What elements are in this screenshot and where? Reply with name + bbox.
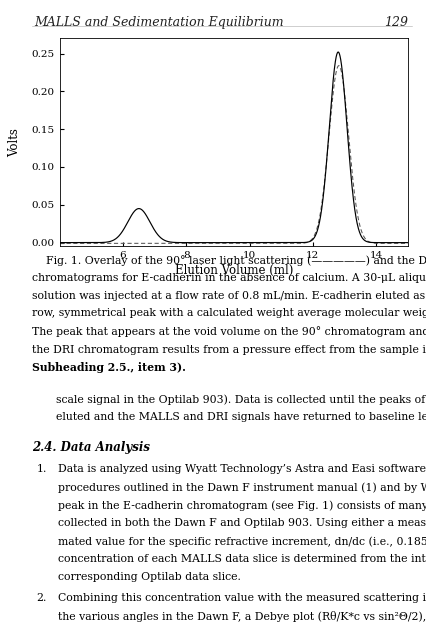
- Text: mated value for the specific refractive increment, dn/dc (i.e., 0.185 for BSA), : mated value for the specific refractive …: [58, 536, 426, 547]
- Text: Combining this concentration value with the measured scattering intensities at: Combining this concentration value with …: [58, 593, 426, 604]
- Text: 2.: 2.: [36, 593, 46, 604]
- Text: procedures outlined in the Dawn F instrument manual (1) and by Wyatt (3). The: procedures outlined in the Dawn F instru…: [58, 483, 426, 493]
- Text: peak in the E-cadherin chromatogram (see Fig. 1) consists of many data slices: peak in the E-cadherin chromatogram (see…: [58, 500, 426, 511]
- Text: 2.4. Data Analysis: 2.4. Data Analysis: [32, 441, 150, 454]
- Text: solution was injected at a flow rate of 0.8 mL/min. E-cadherin eluted as a singl: solution was injected at a flow rate of …: [32, 291, 426, 301]
- Text: Data is analyzed using Wyatt Technology’s Astra and Easi software following: Data is analyzed using Wyatt Technology’…: [58, 465, 426, 474]
- X-axis label: Elution Volume (ml): Elution Volume (ml): [174, 264, 292, 277]
- Text: scale signal in the Optilab 903). Data is collected until the peaks of interest : scale signal in the Optilab 903). Data i…: [55, 394, 426, 405]
- Text: Subheading 2.5., item 3).: Subheading 2.5., item 3).: [32, 362, 185, 373]
- Text: the various angles in the Dawn F, a Debye plot (Rθ/K*c vs sin²Θ/2), where K* is: the various angles in the Dawn F, a Deby…: [58, 611, 426, 622]
- Text: row, symmetrical peak with a calculated weight average molecular weight of 24,37: row, symmetrical peak with a calculated …: [32, 308, 426, 319]
- Text: concentration of each MALLS data slice is determined from the intensity of the: concentration of each MALLS data slice i…: [58, 554, 426, 564]
- Text: 1.: 1.: [36, 465, 46, 474]
- Text: MALLS and Sedimentation Equilibrium: MALLS and Sedimentation Equilibrium: [34, 16, 283, 29]
- Text: corresponding Optilab data slice.: corresponding Optilab data slice.: [58, 572, 240, 582]
- Text: 129: 129: [383, 16, 407, 29]
- Text: eluted and the MALLS and DRI signals have returned to baseline levels.: eluted and the MALLS and DRI signals hav…: [55, 412, 426, 422]
- Y-axis label: Volts: Volts: [9, 128, 21, 157]
- Text: Fig. 1. Overlay of the 90° laser light scattering (—————) and the DRI (- - - - -: Fig. 1. Overlay of the 90° laser light s…: [32, 255, 426, 266]
- Text: The peak that appears at the void volume on the 90° chromatogram and is absent o: The peak that appears at the void volume…: [32, 326, 426, 337]
- Text: the DRI chromatogram results from a pressure effect from the sample injection (s: the DRI chromatogram results from a pres…: [32, 344, 426, 355]
- Text: chromatograms for E-cadherin in the absence of calcium. A 30-μL aliquot of a 7 m: chromatograms for E-cadherin in the abse…: [32, 273, 426, 283]
- Text: collected in both the Dawn F and Optilab 903. Using either a measured or esti-: collected in both the Dawn F and Optilab…: [58, 518, 426, 528]
